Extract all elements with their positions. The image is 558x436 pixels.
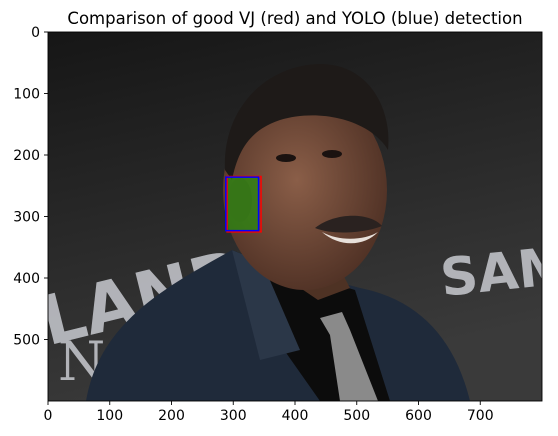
y-tick-label: 500 [13, 333, 40, 349]
x-tick-label: 600 [405, 408, 432, 424]
x-tick-label: 0 [44, 408, 53, 424]
x-tick-label: 100 [96, 408, 123, 424]
lapel-left [232, 250, 300, 360]
sign-text-right: SAM [438, 236, 558, 309]
x-tick-label: 300 [220, 408, 247, 424]
yolo-detection-box [225, 176, 260, 232]
necktie [320, 312, 378, 401]
y-axis: 0 100 200 300 400 500 [13, 25, 48, 349]
detection-highlight [225, 177, 259, 231]
x-tick-label: 500 [343, 408, 370, 424]
x-tick-label: 700 [467, 408, 494, 424]
y-tick-label: 0 [31, 25, 40, 41]
mustache [315, 215, 382, 233]
y-tick-label: 200 [13, 148, 40, 164]
hair [224, 64, 389, 180]
eye-left [276, 154, 296, 162]
eye-right [322, 150, 342, 158]
x-axis: 0 100 200 300 400 500 600 700 [44, 401, 494, 424]
smile [322, 232, 378, 244]
chart-title: Comparison of good VJ (red) and YOLO (bl… [67, 9, 522, 28]
portrait-photo: LAND N SAM [48, 32, 558, 401]
x-tick-label: 200 [158, 408, 185, 424]
y-tick-label: 100 [13, 87, 40, 103]
x-tick-label: 400 [282, 408, 309, 424]
y-tick-label: 300 [13, 210, 40, 226]
y-tick-label: 400 [13, 271, 40, 287]
person [86, 64, 470, 401]
